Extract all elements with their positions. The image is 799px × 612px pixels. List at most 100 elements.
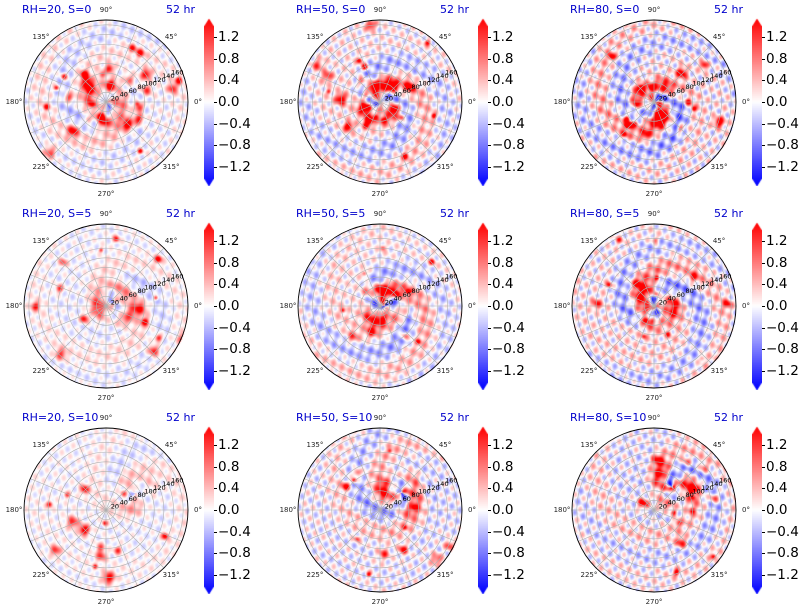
polar-frame — [23, 19, 189, 185]
angular-gridline — [595, 509, 655, 569]
radial-tick-label: 20 — [111, 502, 119, 510]
radial-tick-label: 40 — [120, 295, 128, 303]
angular-gridline — [622, 101, 655, 178]
colorbar-tick-label: 0.4 — [218, 480, 240, 497]
colorbar — [204, 426, 214, 594]
angular-gridline — [348, 230, 381, 307]
colorbar-tick-label: 1.2 — [492, 436, 514, 453]
colorbar-tick-label: −0.4 — [766, 115, 799, 132]
angular-gridline — [653, 434, 686, 511]
angular-gridline — [74, 230, 107, 307]
angle-tick-label: 225° — [580, 163, 598, 172]
colorbar-tick-label: 0.8 — [492, 458, 514, 475]
colorbar-tick-mark — [488, 284, 491, 286]
angular-gridline — [379, 101, 439, 161]
radial-tick-label: 20 — [385, 94, 393, 102]
radial-tick-label: 120 — [701, 280, 713, 288]
angular-gridline — [653, 101, 713, 161]
colorbar-tick-mark — [488, 306, 491, 307]
angular-gridline — [578, 509, 655, 542]
colorbar-tick-label: 1.2 — [766, 28, 788, 45]
panel-title: RH=80, S=10 — [570, 411, 647, 424]
angular-gridline — [653, 101, 686, 178]
angular-gridline — [379, 509, 439, 569]
panel-time-label: 52 hr — [166, 3, 195, 16]
angular-gridline — [653, 26, 686, 103]
angular-gridline — [379, 247, 439, 307]
colorbar-tick-mark — [488, 349, 491, 351]
angular-gridline — [379, 26, 412, 103]
angle-tick-label: 270° — [371, 394, 389, 402]
radial-tick-label: 20 — [659, 94, 667, 102]
radial-tick-label: 20 — [659, 298, 667, 306]
panel-title: RH=20, S=10 — [22, 411, 99, 424]
colorbar-tick-label: 0.4 — [218, 276, 240, 293]
radial-tick-label: 160 — [171, 272, 183, 280]
angle-tick-label: 45° — [438, 32, 452, 41]
angle-tick-label: 225° — [32, 163, 50, 172]
angular-gridline — [653, 305, 713, 365]
polar-frame — [571, 19, 737, 185]
radial-tick-label: 20 — [111, 298, 119, 306]
angle-tick-label: 0° — [742, 98, 750, 106]
angle-tick-label: 315° — [162, 367, 180, 376]
colorbar-tick-label: 1.2 — [218, 232, 240, 249]
radial-tick-label: 40 — [120, 499, 128, 507]
angle-tick-label: 270° — [645, 598, 663, 606]
radial-tick-label: 120 — [427, 76, 439, 84]
polar-frame — [23, 223, 189, 389]
angular-gridline — [653, 247, 713, 307]
angular-gridline — [379, 101, 456, 134]
colorbar-tick-label: 1.2 — [766, 232, 788, 249]
colorbar-tick-label: 1.2 — [218, 436, 240, 453]
colorbar-tick-label: 0.8 — [218, 458, 240, 475]
angular-gridline — [47, 451, 107, 511]
radial-tick-label: 60 — [129, 495, 137, 503]
angular-gridline — [105, 230, 138, 307]
angular-gridline — [653, 509, 713, 569]
colorbar-tick-label: −1.2 — [218, 363, 251, 380]
angle-tick-label: 180° — [5, 506, 23, 514]
colorbar-tick-mark — [488, 167, 491, 169]
panel-time-label: 52 hr — [714, 411, 743, 424]
angle-tick-label: 45° — [164, 32, 178, 41]
angular-gridline — [379, 509, 412, 586]
radial-tick-label: 160 — [719, 272, 731, 280]
angular-gridline — [653, 274, 730, 307]
panel-time-label: 52 hr — [440, 207, 469, 220]
panel-time-label: 52 hr — [714, 3, 743, 16]
angle-tick-label: 315° — [710, 163, 728, 172]
angular-gridline — [105, 434, 138, 511]
angular-gridline — [30, 478, 107, 511]
angle-tick-label: 45° — [164, 236, 178, 245]
colorbar-tick-mark — [762, 444, 765, 446]
angle-tick-label: 90° — [647, 414, 661, 422]
angular-gridline — [348, 101, 381, 178]
colorbar-tick-mark — [214, 466, 217, 468]
angular-gridline — [653, 478, 730, 511]
colorbar — [752, 222, 762, 390]
angle-tick-label: 135° — [306, 440, 324, 449]
angular-gridline — [321, 305, 381, 365]
angle-tick-label: 90° — [373, 6, 387, 14]
angle-tick-label: 0° — [194, 302, 202, 310]
colorbar-tick-mark — [488, 553, 491, 555]
radial-tick-label: 80 — [138, 491, 146, 499]
colorbar-tick-mark — [214, 327, 217, 329]
colorbar-tick-label: −0.4 — [492, 115, 525, 132]
angular-gridline — [304, 305, 381, 338]
colorbar-tick-label: 0.4 — [218, 72, 240, 89]
angular-gridline — [30, 274, 107, 307]
colorbar-tick-label: −0.8 — [218, 545, 251, 562]
angular-gridline — [348, 509, 381, 586]
colorbar-tick-label: −0.8 — [766, 137, 799, 154]
colorbar-tick-mark — [762, 531, 765, 533]
radial-tick-label: 60 — [677, 291, 685, 299]
colorbar-tick-mark — [214, 36, 217, 38]
angular-gridline — [653, 509, 730, 542]
